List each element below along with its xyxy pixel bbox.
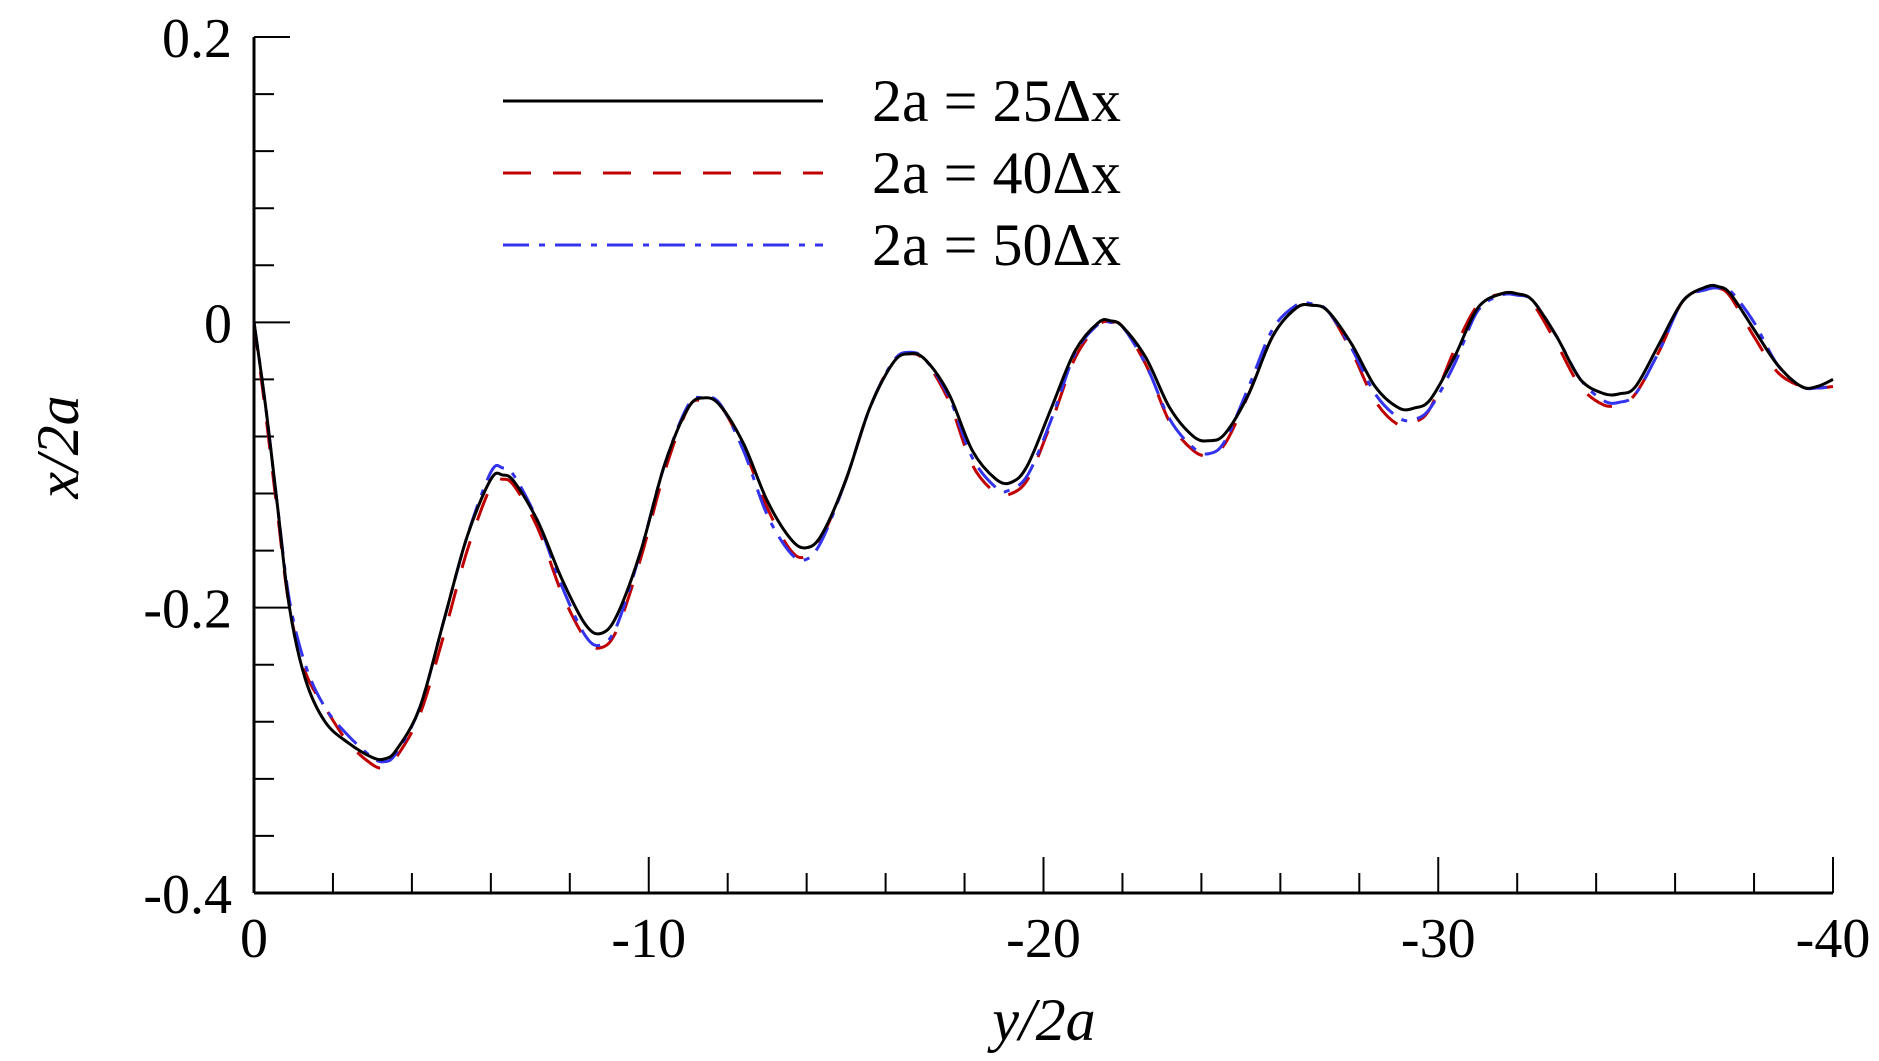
series-line-2 xyxy=(252,285,1834,770)
x-axis-label: y/2a xyxy=(986,987,1095,1053)
x-tick-label: -40 xyxy=(1796,908,1871,970)
series-layer xyxy=(252,283,1834,770)
y-tick-label: -0.2 xyxy=(143,579,232,641)
legend-label-1: 2a = 25Δx xyxy=(872,68,1121,134)
x-tick-label: 0 xyxy=(240,908,268,970)
axes: 0 -10 -20 -30 -40 -0.4 -0.2 0 0.2 xyxy=(143,8,1870,970)
series-line-3 xyxy=(252,285,1834,764)
legend-label-2: 2a = 40Δx xyxy=(872,140,1121,206)
y-tick-label: 0.2 xyxy=(162,8,232,70)
series-line-1 xyxy=(252,283,1834,762)
x-tick-label: -10 xyxy=(611,908,686,970)
y-axis-label: x/2a xyxy=(25,395,91,499)
y-tick-label: 0 xyxy=(204,293,232,355)
x-tick-label: -20 xyxy=(1006,908,1081,970)
x-tick-label: -30 xyxy=(1401,908,1476,970)
y-tick-label: -0.4 xyxy=(143,864,232,926)
legend-label-3: 2a = 50Δx xyxy=(872,212,1121,278)
